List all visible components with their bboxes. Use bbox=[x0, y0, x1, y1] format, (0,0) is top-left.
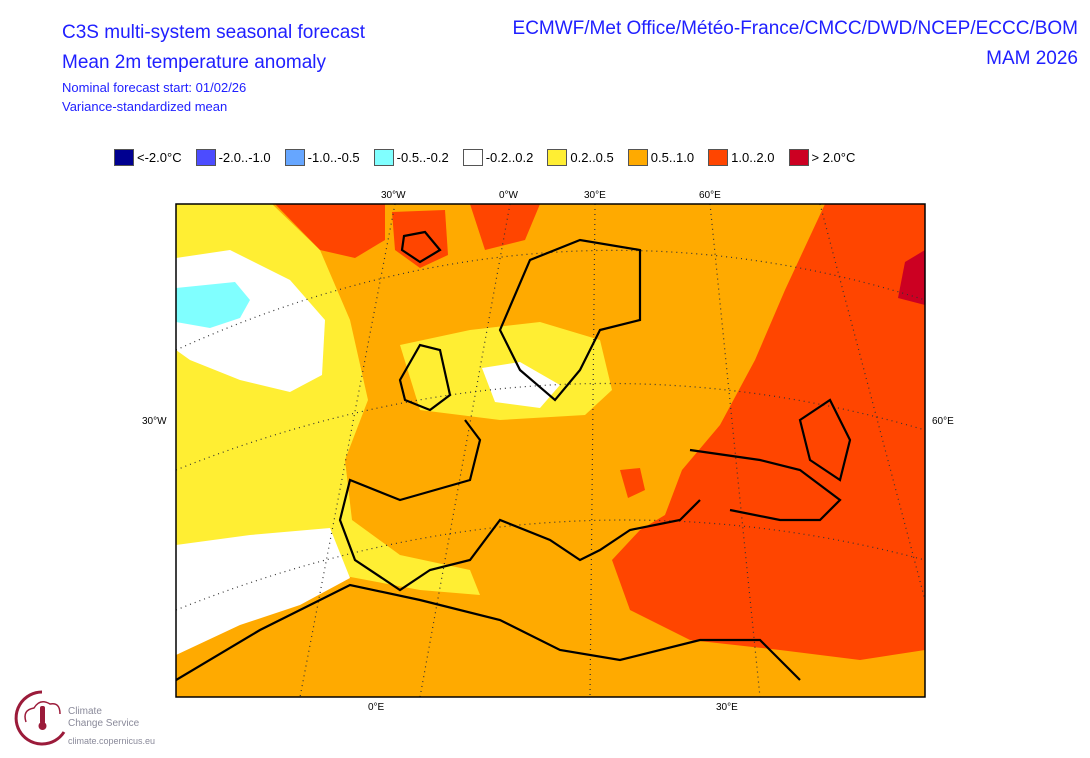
legend-label: 0.5..1.0 bbox=[650, 150, 695, 165]
legend-swatch bbox=[114, 149, 134, 166]
region-1.0-2.0-spot bbox=[620, 468, 645, 498]
legend-label: <-2.0°C bbox=[137, 150, 182, 165]
legend-label: -2.0..-1.0 bbox=[218, 150, 271, 165]
graticule bbox=[176, 204, 925, 697]
legend-swatch bbox=[462, 149, 483, 166]
copernicus-logo: Climate Change Service climate.copernicu… bbox=[12, 688, 155, 753]
legend-item: -2.0..-1.0 bbox=[195, 149, 271, 166]
legend-label: > 2.0°C bbox=[811, 150, 856, 165]
title: C3S multi-system seasonal forecast bbox=[62, 22, 366, 43]
legend-item: <-2.0°C bbox=[114, 149, 182, 166]
climate-logo-icon bbox=[14, 690, 66, 746]
axis-label-top: 30°W bbox=[381, 190, 406, 201]
logo-url: climate.copernicus.eu bbox=[68, 736, 156, 746]
axis-label-bottom: 0°E bbox=[368, 702, 385, 713]
legend-swatch bbox=[284, 149, 305, 166]
subtitle: Mean 2m temperature anomaly bbox=[62, 52, 327, 73]
legend-item: 0.5..1.0 bbox=[627, 149, 695, 166]
region-1.0-2.0-east bbox=[612, 204, 925, 660]
legend: <-2.0°C -2.0..-1.0 -1.0..-0.5 -0.5..-0.2 -0.… bbox=[114, 149, 855, 166]
logo-line1: Climate bbox=[68, 706, 102, 717]
logo-line2: Change Service bbox=[68, 718, 140, 729]
legend-label: 1.0..2.0 bbox=[731, 150, 775, 165]
axis-label-top: 0°W bbox=[499, 190, 518, 201]
forecast-start: Nominal forecast start: 01/02/26 bbox=[62, 80, 247, 95]
legend-label: -0.2..0.2 bbox=[485, 150, 534, 165]
axis-label-top: 60°E bbox=[699, 190, 721, 201]
method: Variance-standardized mean bbox=[62, 99, 228, 114]
legend-swatch bbox=[788, 149, 809, 166]
region-1.0-2.0-norway-sea bbox=[470, 204, 540, 250]
coastlines bbox=[176, 230, 852, 681]
legend-swatch bbox=[708, 149, 729, 166]
legend-swatch bbox=[547, 149, 568, 166]
region-above-2.0 bbox=[898, 250, 925, 305]
legend-item: 0.2..0.5 bbox=[547, 149, 614, 166]
legend-swatch bbox=[627, 149, 648, 166]
legend-swatch bbox=[373, 149, 394, 166]
legend-item: 1.0..2.0 bbox=[708, 149, 775, 166]
axis-label-left: 30°W bbox=[142, 416, 167, 427]
legend-item: > 2.0°C bbox=[788, 149, 856, 166]
region-neutral-baltic bbox=[482, 362, 560, 408]
legend-item: -0.2..0.2 bbox=[462, 149, 534, 166]
region-neutral-southwest bbox=[176, 528, 350, 655]
region-cool bbox=[176, 282, 250, 328]
legend-item: -0.5..-0.2 bbox=[373, 149, 449, 166]
centres: ECMWF/Met Office/Météo-France/CMCC/DWD/N… bbox=[512, 18, 1078, 39]
axis-label-bottom: 30°E bbox=[716, 702, 738, 713]
region-1.0-2.0-nw bbox=[275, 204, 385, 258]
legend-label: -1.0..-0.5 bbox=[307, 150, 360, 165]
axis-label-right: 60°E bbox=[932, 416, 954, 427]
legend-label: 0.2..0.5 bbox=[570, 150, 614, 165]
axis-label-top: 30°E bbox=[584, 190, 606, 201]
period: MAM 2026 bbox=[986, 48, 1078, 69]
legend-label: -0.5..-0.2 bbox=[396, 150, 449, 165]
legend-item: -1.0..-0.5 bbox=[284, 149, 360, 166]
legend-swatch bbox=[195, 149, 216, 166]
